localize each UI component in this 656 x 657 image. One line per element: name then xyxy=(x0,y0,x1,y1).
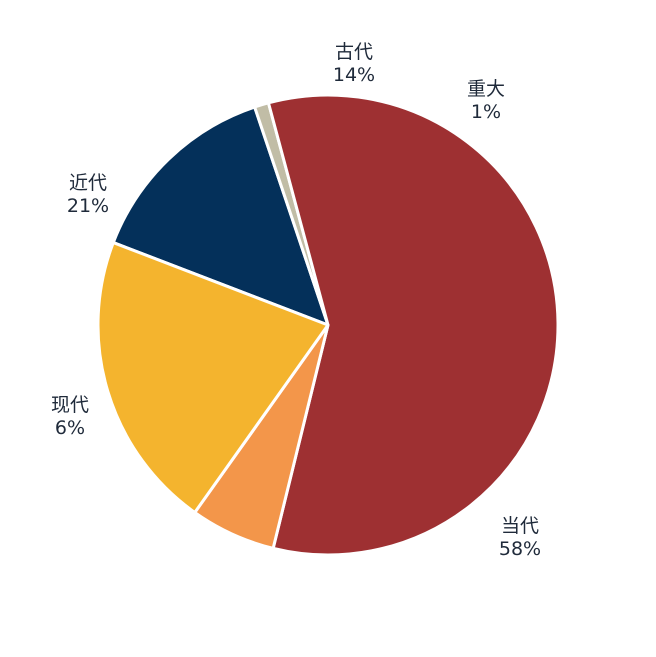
pie-slice-4 xyxy=(96,241,330,514)
pie-slice-0 xyxy=(111,105,330,327)
pie-slices xyxy=(96,93,560,557)
slice-value-label-3: 6% xyxy=(55,417,85,439)
slice-label-3: 现代 xyxy=(51,394,89,416)
slice-label-0: 古代 xyxy=(335,41,373,63)
slice-value-label-4: 21% xyxy=(67,195,109,217)
pie-slice-2 xyxy=(266,93,560,557)
slice-label-4: 近代 xyxy=(69,172,107,194)
slice-value-label-2: 58% xyxy=(499,538,541,560)
slice-label-1: 重大 xyxy=(467,78,505,100)
slice-label-2: 当代 xyxy=(501,515,539,537)
slice-value-label-0: 14% xyxy=(333,64,375,86)
slice-value-label-1: 1% xyxy=(471,101,501,123)
